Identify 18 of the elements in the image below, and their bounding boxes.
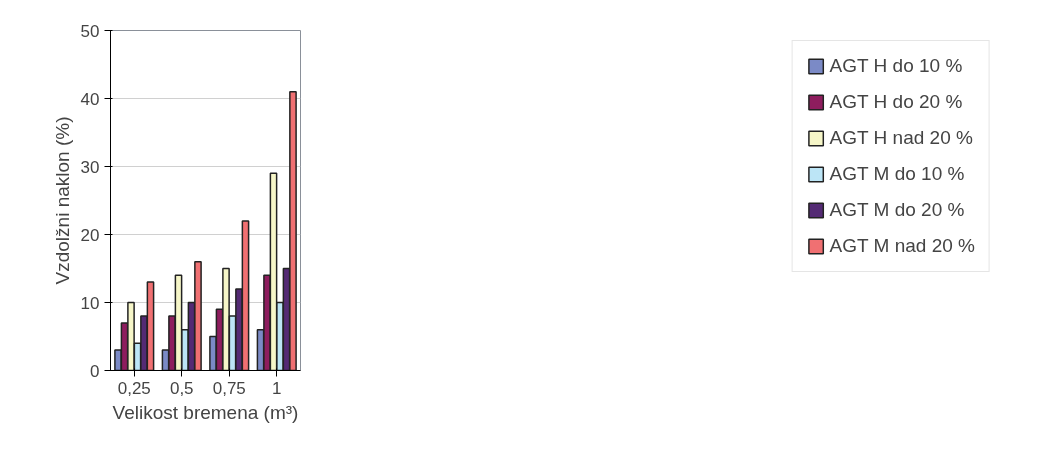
legend-label: AGT H do 20 % xyxy=(829,91,963,113)
legend-label: AGT H nad 20 % xyxy=(829,127,973,149)
x-tick-label: 1 xyxy=(272,378,282,398)
legend-label: AGT M nad 20 % xyxy=(829,235,975,257)
legend-label: AGT M do 20 % xyxy=(829,199,965,221)
x-tick-label: 0,75 xyxy=(212,378,246,398)
legend-label: AGT M do 10 % xyxy=(829,163,965,185)
y-tick-label: 10 xyxy=(80,293,100,313)
y-tick-label: 0 xyxy=(90,361,100,381)
y-tick-label: 40 xyxy=(80,89,100,109)
x-axis-title: Velikost bremena (m³) xyxy=(112,401,299,423)
x-tick-label: 0,25 xyxy=(117,378,151,398)
legend-label: AGT H do 10 % xyxy=(829,55,963,77)
y-tick-label: 30 xyxy=(80,157,100,177)
y-tick-label: 50 xyxy=(80,21,100,41)
x-tick-label: 0,5 xyxy=(169,378,194,398)
y-tick-label: 20 xyxy=(80,225,100,245)
y-axis-title: Vzdolžni naklon (%) xyxy=(51,116,73,285)
